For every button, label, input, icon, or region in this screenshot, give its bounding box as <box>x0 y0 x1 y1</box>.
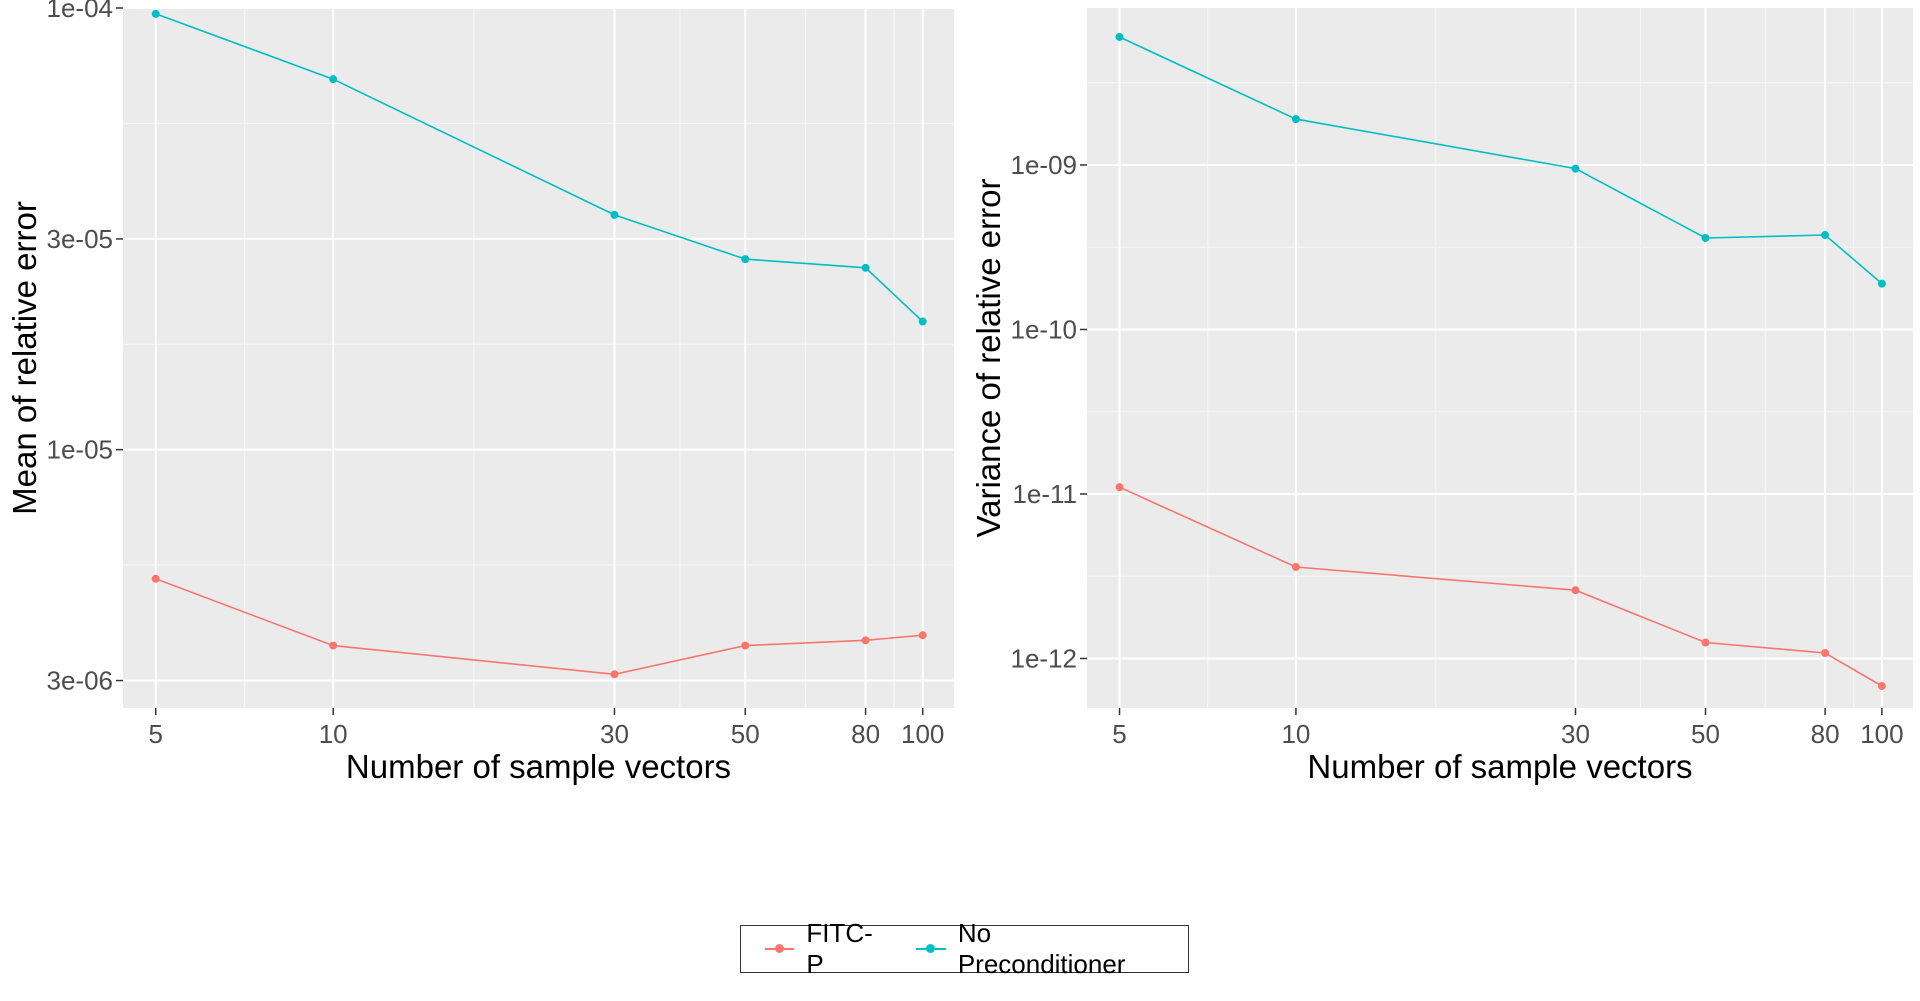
legend-label-no-preconditioner: No Preconditioner <box>957 918 1126 979</box>
x-axis-title: Number of sample vectors <box>346 748 731 785</box>
x-tick-label: 10 <box>1281 719 1310 749</box>
data-point-fitc-p <box>1821 648 1830 657</box>
x-tick-label: 50 <box>731 719 760 749</box>
chart-variance-relative-error: 5 10 30 50 80 100 1e-12 1e-11 1e-10 1e-09 Number o… <box>970 8 1913 785</box>
data-point-fitc-p <box>1291 562 1300 571</box>
legend-key-fitc-p <box>763 934 796 964</box>
legend-item-fitc-p: FITC-P <box>763 918 888 980</box>
data-point-fitc-p <box>329 641 338 650</box>
legend-dot-fitc-p <box>775 944 784 953</box>
x-tick-label: 100 <box>901 719 944 749</box>
data-point-no-preconditioner <box>1571 164 1580 173</box>
data-point-no-preconditioner <box>1115 32 1124 41</box>
x-tick-label: 100 <box>1860 719 1903 749</box>
data-point-fitc-p <box>151 574 160 583</box>
data-point-no-preconditioner <box>1877 279 1886 288</box>
legend-item-no-preconditioner: No Preconditioner <box>914 918 1162 980</box>
data-point-no-preconditioner <box>741 255 750 264</box>
data-point-fitc-p <box>1115 483 1124 492</box>
x-axis-title: Number of sample vectors <box>1307 748 1692 785</box>
y-tick-label: 1e-04 <box>47 0 114 23</box>
data-point-fitc-p <box>741 641 750 650</box>
y-tick-label: 1e-05 <box>47 435 114 465</box>
data-point-fitc-p <box>918 631 927 640</box>
legend-key-no-preconditioner <box>914 934 947 964</box>
data-point-fitc-p <box>861 636 870 645</box>
data-point-no-preconditioner <box>1821 231 1830 240</box>
y-tick-label: 1e-10 <box>1011 314 1078 344</box>
x-tick-label: 80 <box>851 719 880 749</box>
series-line-no-preconditioner <box>155 13 924 323</box>
x-tick-label: 80 <box>1811 719 1840 749</box>
data-point-fitc-p <box>1877 682 1886 691</box>
data-point-no-preconditioner <box>610 210 619 219</box>
x-tick-label: 10 <box>319 719 348 749</box>
data-point-no-preconditioner <box>861 263 870 272</box>
x-tick-label: 30 <box>1561 719 1590 749</box>
series-line-fitc-p <box>155 578 923 676</box>
legend-label-fitc-p: FITC-P <box>806 918 873 979</box>
data-point-no-preconditioner <box>1701 233 1710 242</box>
plot-panel <box>123 8 954 708</box>
legend-dot-no-preconditioner <box>926 944 936 953</box>
series-line-no-preconditioner <box>1119 36 1883 285</box>
series-line-fitc-p <box>1119 486 1883 687</box>
x-tick-label: 30 <box>600 719 629 749</box>
data-point-no-preconditioner <box>1291 115 1300 124</box>
chart-mean-relative-error: 5 10 30 50 80 100 3e-06 1e-05 3e-05 1e-04 Number o… <box>6 0 954 785</box>
x-tick-label: 5 <box>1112 719 1126 749</box>
y-tick-label: 1e-11 <box>1012 479 1077 509</box>
data-point-no-preconditioner <box>151 9 160 18</box>
data-point-fitc-p <box>1701 638 1710 647</box>
y-tick-label: 1e-09 <box>1011 150 1078 180</box>
y-tick-label: 1e-12 <box>1011 643 1078 673</box>
data-point-no-preconditioner <box>329 75 338 84</box>
y-tick-label: 3e-06 <box>47 666 114 696</box>
plot-panel <box>1087 8 1913 708</box>
x-tick-label: 50 <box>1691 719 1720 749</box>
y-axis-title: Mean of relative error <box>6 201 43 515</box>
data-point-no-preconditioner <box>918 317 927 326</box>
y-tick-label: 3e-05 <box>47 224 114 254</box>
data-point-fitc-p <box>610 670 619 679</box>
legend: FITC-P No Preconditioner <box>740 918 1189 979</box>
y-axis-title: Variance of relative error <box>970 179 1007 538</box>
x-tick-label: 5 <box>148 719 162 749</box>
data-point-fitc-p <box>1571 586 1580 595</box>
